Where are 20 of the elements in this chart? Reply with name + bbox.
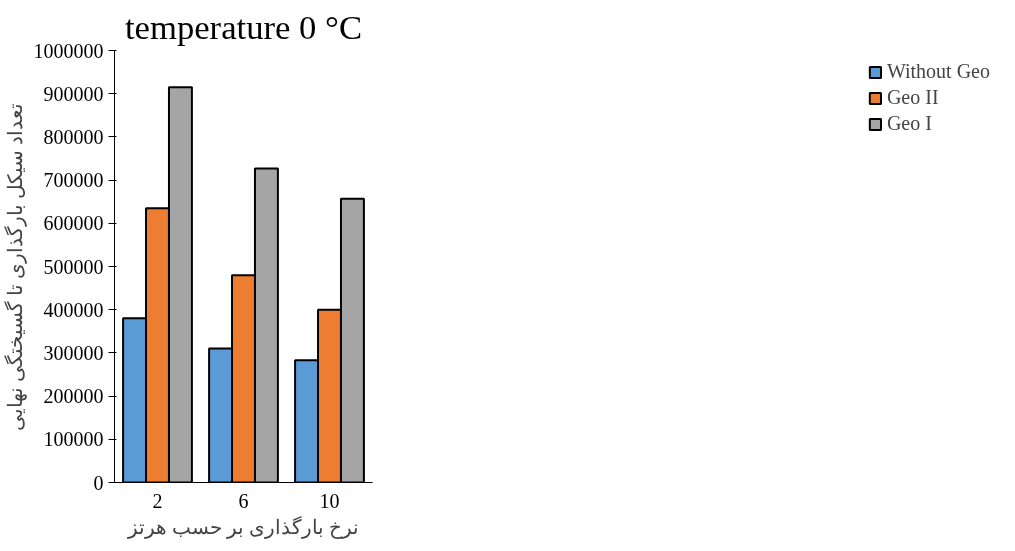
x-axis-title: نرخ بارگذاری بر حسب هرتز (127, 515, 359, 539)
legend-label: Geo II (886, 86, 939, 109)
x-tick-label: 6 (238, 489, 249, 512)
y-tick-label: 100000 (43, 428, 104, 451)
x-tick-label: 10 (319, 489, 340, 512)
legend-label: Geo I (886, 112, 932, 135)
y-tick-label: 1000000 (33, 39, 104, 62)
y-tick-label: 500000 (43, 255, 104, 278)
y-tick-label: 300000 (43, 341, 104, 364)
y-tick-label: 900000 (43, 82, 104, 105)
y-axis-title: تعداد سیکل بارگذاری تا گسیختگی نهایی (3, 102, 27, 431)
legend-label: Without Geo (886, 60, 990, 83)
y-tick-label: 600000 (43, 212, 104, 235)
chart-title: temperature 0 °C (124, 7, 363, 46)
y-tick-label: 700000 (43, 169, 104, 192)
y-tick-label: 400000 (43, 298, 104, 321)
y-tick-label: 800000 (43, 125, 104, 148)
y-tick-label: 0 (93, 471, 104, 494)
y-tick-label: 200000 (43, 385, 104, 408)
x-tick-label: 2 (152, 489, 163, 512)
